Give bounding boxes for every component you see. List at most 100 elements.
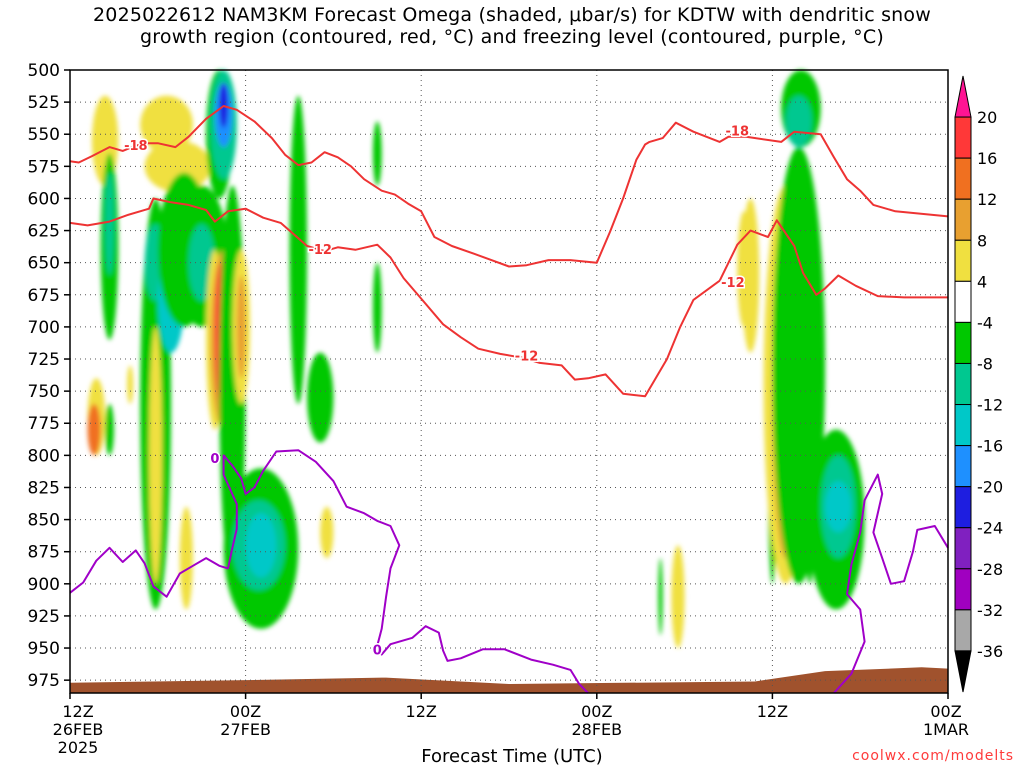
colorbar: 20 16 12 8 4 -4 -8 -12 -16 -20 -24 -28 -32 -36	[954, 75, 1003, 693]
y-axis: 500 525 550 575 600 625 650 675 700 725 750 775 800 8…	[28, 61, 70, 691]
x-tick-label: 1MAR	[923, 720, 969, 739]
colorbar-swatch	[954, 198, 972, 241]
y-tick-label: 925	[28, 607, 60, 627]
colorbar-label: -28	[977, 560, 1003, 579]
contour-line	[69, 105, 949, 268]
omega-descent-band	[372, 121, 382, 186]
terrain-ground	[70, 667, 948, 693]
y-tick-label: 950	[28, 639, 60, 659]
x-axis-title: Forecast Time (UTC)	[421, 746, 603, 767]
x-tick-label: 00Z	[230, 702, 261, 721]
y-tick-label: 700	[28, 318, 60, 338]
y-tick-label: 525	[28, 93, 60, 113]
omega-descent-band	[245, 513, 277, 578]
contour-label: -12	[721, 276, 745, 291]
chart-title: 2025022612 NAM3KM Forecast Omega (shaded…	[0, 4, 1024, 48]
y-tick-label: 875	[28, 543, 60, 563]
omega-descent-band	[658, 558, 663, 636]
colorbar-top-arrow	[954, 75, 972, 118]
colorbar-swatch	[954, 239, 972, 282]
colorbar-swatch	[954, 280, 972, 323]
colorbar-label: -32	[977, 601, 1003, 620]
omega-descent-band	[785, 95, 812, 148]
x-tick-label: 26FEB	[53, 720, 104, 739]
colorbar-label: -20	[977, 478, 1003, 497]
colorbar-label: 8	[977, 231, 987, 250]
contour-line	[69, 197, 948, 398]
omega-descent-band	[289, 95, 308, 404]
contour-label: -12	[515, 349, 539, 364]
y-tick-label: 900	[28, 575, 60, 595]
y-tick-label: 575	[28, 157, 60, 177]
y-tick-label: 650	[28, 254, 60, 274]
omega-ascent-band	[87, 403, 101, 456]
omega-descent-band	[105, 172, 114, 276]
contour-line	[69, 449, 589, 694]
y-tick-label: 725	[28, 350, 60, 370]
colorbar-label: 20	[977, 108, 997, 127]
y-tick-label: 975	[28, 671, 60, 691]
x-tick-label: 12Z	[757, 702, 788, 721]
title-line-2: growth region (contoured, red, °C) and f…	[140, 26, 884, 48]
colorbar-swatch	[954, 404, 972, 447]
y-tick-label: 675	[28, 286, 60, 306]
omega-descent-band	[307, 352, 334, 443]
colorbar-label: -12	[977, 396, 1003, 415]
y-tick-label: 500	[28, 61, 60, 81]
colorbar-swatch	[954, 445, 972, 488]
y-tick-label: 850	[28, 511, 60, 531]
x-tick-label: 00Z	[581, 702, 612, 721]
x-tick-label: 00Z	[930, 702, 961, 721]
omega-ascent-band	[236, 275, 246, 379]
y-tick-label: 775	[28, 414, 60, 434]
contour-label: -18	[124, 139, 148, 154]
colorbar-swatch	[954, 568, 972, 611]
omega-descent-band	[105, 403, 114, 456]
colorbar-swatch	[954, 486, 972, 529]
colorbar-label: 4	[977, 272, 987, 291]
contour-label: -12	[308, 243, 332, 258]
x-tick-label: 12Z	[62, 702, 93, 721]
y-tick-label: 550	[28, 125, 60, 145]
omega-ascent-band	[320, 506, 334, 559]
x-tick-label: 27FEB	[220, 720, 271, 739]
colorbar-label: 16	[977, 149, 997, 168]
contour-line	[833, 473, 949, 694]
y-tick-label: 800	[28, 446, 60, 466]
colorbar-swatch	[954, 609, 972, 652]
colorbar-swatch	[954, 321, 972, 364]
colorbar-label: -16	[977, 437, 1003, 456]
omega-ascent-band	[741, 198, 760, 353]
colorbar-label: -4	[977, 313, 993, 332]
contour-label: 0	[210, 452, 219, 467]
contour-label: 0	[373, 644, 382, 659]
credit-text: coolwx.com/modelts	[852, 748, 1014, 764]
y-tick-label: 625	[28, 222, 60, 242]
colorbar-swatch	[954, 362, 972, 406]
colorbar-label: -8	[977, 354, 993, 373]
x-tick-label: 2025	[58, 738, 99, 757]
colorbar-label: -24	[977, 519, 1003, 538]
omega-ascent-band	[179, 506, 193, 610]
colorbar-label: -36	[977, 642, 1003, 661]
x-tick-label: 28FEB	[571, 720, 622, 739]
colorbar-swatch	[954, 527, 972, 570]
omega-descent-band	[825, 481, 852, 533]
omega-descent-band	[807, 403, 821, 507]
colorbar-bottom-arrow	[954, 650, 972, 693]
colorbar-swatch	[954, 157, 972, 200]
omega-ascent-band	[671, 545, 685, 649]
plot-frame	[69, 69, 949, 694]
colorbar-swatch	[954, 116, 972, 159]
title-line-1: 2025022612 NAM3KM Forecast Omega (shaded…	[93, 4, 931, 26]
y-tick-label: 600	[28, 189, 60, 209]
y-tick-label: 750	[28, 382, 60, 402]
colorbar-label: 12	[977, 190, 997, 209]
omega-ascent-band	[127, 365, 134, 404]
omega-descent-band	[372, 262, 382, 353]
plot-area: -18 -18 -12 -12 -12 0 0	[69, 69, 949, 694]
omega-ascent-band	[140, 95, 193, 154]
y-tick-label: 825	[28, 478, 60, 498]
